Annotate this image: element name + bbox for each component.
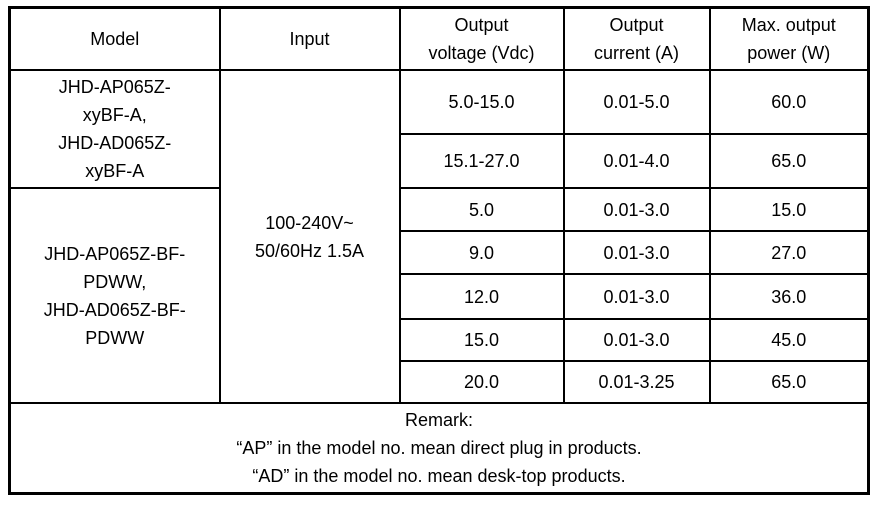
current-cell: 0.01-3.0 [562, 273, 711, 320]
table-row: 15.1-27.0 0.01-4.0 65.0 [10, 132, 870, 190]
voltage-cell: 5.0-15.0 [398, 69, 565, 135]
model-group-pdww-cell: JHD-AP065Z-BF- PDWW, JHD-AD065Z-BF- PDWW [8, 187, 221, 404]
col-header-output-voltage: Output voltage (Vdc) [398, 6, 565, 71]
current-cell: 0.01-4.0 [562, 132, 711, 190]
power-cell: 60.0 [708, 69, 870, 135]
voltage-cell: 15.0 [398, 318, 565, 362]
col-header-input: Input [218, 6, 401, 71]
current-cell: 0.01-3.0 [562, 230, 711, 275]
col-header-max-output-power: Max. output power (W) [708, 6, 870, 71]
voltage-cell: 9.0 [398, 230, 565, 275]
current-cell: 0.01-3.25 [562, 360, 711, 404]
voltage-cell: 12.0 [398, 273, 565, 320]
model-group-xybf-cell: JHD-AP065Z- xyBF-A, JHD-AD065Z- xyBF-A [8, 69, 221, 189]
power-spec-table: Model Input Output voltage (Vdc) Output … [8, 6, 870, 495]
power-cell: 36.0 [708, 273, 870, 320]
table-row: JHD-AP065Z- xyBF-A, JHD-AD065Z- xyBF-A 1… [8, 69, 870, 404]
power-cell: 15.0 [708, 187, 870, 232]
table-row: 9.0 0.01-3.0 27.0 [10, 230, 870, 275]
input-cell: 100-240V~ 50/60Hz 1.5A [218, 69, 401, 404]
table-row: JHD-AP065Z-BF- PDWW, JHD-AD065Z-BF- PDWW… [8, 187, 870, 404]
current-cell: 0.01-3.0 [562, 187, 711, 232]
voltage-cell: 15.1-27.0 [398, 132, 565, 190]
current-cell: 0.01-3.0 [562, 318, 711, 362]
table-row: 12.0 0.01-3.0 36.0 [10, 273, 870, 320]
current-cell: 0.01-5.0 [562, 69, 711, 135]
power-cell: 27.0 [708, 230, 870, 275]
table-header-row: Model Input Output voltage (Vdc) Output … [8, 6, 870, 71]
col-header-output-current: Output current (A) [562, 6, 711, 71]
power-cell: 45.0 [708, 318, 870, 362]
voltage-cell: 20.0 [398, 360, 565, 404]
power-cell: 65.0 [708, 132, 870, 190]
voltage-cell: 5.0 [398, 187, 565, 232]
remark-cell: Remark: “AP” in the model no. mean direc… [8, 402, 870, 495]
col-header-model: Model [8, 6, 221, 71]
remark-row: Remark: “AP” in the model no. mean direc… [8, 402, 870, 495]
table-row: 15.0 0.01-3.0 45.0 [10, 318, 870, 362]
table-row: 20.0 0.01-3.25 65.0 [10, 360, 870, 404]
power-cell: 65.0 [708, 360, 870, 404]
